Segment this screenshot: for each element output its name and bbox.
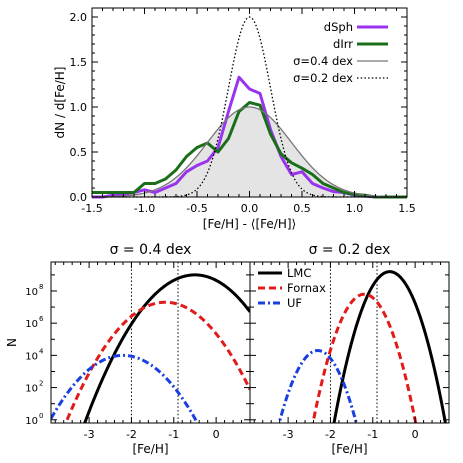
x-tick-label: 0	[412, 428, 419, 441]
y-tick-label: 10	[25, 287, 38, 298]
y-tick-label: 10	[25, 319, 38, 330]
curve-fornax	[311, 292, 418, 423]
y-tick-label: 10	[25, 416, 38, 427]
y-axis-label: N	[5, 338, 19, 347]
y-tick-exponent: 8	[39, 283, 43, 291]
y-tick-label: 1.0	[70, 101, 88, 114]
curve-lmc	[83, 273, 250, 423]
curve-fornax	[64, 300, 250, 423]
panel-title: σ = 0.4 dex	[110, 242, 192, 258]
x-tick-label: -1	[168, 428, 179, 441]
x-tick-label: 0.5	[293, 202, 311, 215]
y-tick-label: 0.0	[70, 191, 88, 204]
legend-label: dIrr	[333, 37, 353, 51]
y-tick-exponent: 4	[39, 347, 44, 355]
x-axis-label: [Fe/H] - ⟨[Fe/H]⟩	[203, 217, 296, 231]
x-tick-label: -2	[126, 428, 137, 441]
y-tick-label: 0.5	[70, 146, 88, 159]
legend-label: σ=0.2 dex	[293, 71, 353, 85]
gaussian-fill-area	[92, 107, 407, 197]
x-tick-label: -1	[367, 428, 378, 441]
x-tick-label: 1.5	[398, 202, 416, 215]
curve-lmc	[332, 270, 447, 423]
legend-label: σ=0.4 dex	[293, 54, 353, 68]
y-tick-label: 10	[25, 351, 38, 362]
legend-label: Fornax	[287, 281, 326, 295]
y-tick-exponent: 0	[39, 412, 43, 420]
x-tick-label: -3	[283, 428, 294, 441]
top-panel: -1.5 -1.0 -0.5 0.0 0.5 1.0 1.5 0.0 0.5 1.0 1.5 2.0 […	[53, 7, 416, 231]
curves-group	[51, 273, 250, 423]
y-tick-label: 1.5	[70, 56, 88, 69]
y-tick-exponent: 2	[39, 380, 43, 388]
legend-label: LMC	[287, 266, 311, 280]
axes-frame	[249, 261, 450, 424]
x-axis-label: [Fe/H]	[132, 442, 168, 456]
x-tick-label: -3	[84, 428, 95, 441]
legend-label: UF	[287, 296, 302, 310]
x-tick-label: -1.0	[134, 202, 155, 215]
x-tick-label: 0.0	[241, 202, 259, 215]
x-tick-label: 0	[213, 428, 220, 441]
curve-uf	[51, 353, 200, 423]
curves-group	[277, 270, 447, 423]
x-tick-label: -2	[325, 428, 336, 441]
x-tick-label: -1.5	[81, 202, 102, 215]
y-tick-exponent: 6	[39, 315, 44, 323]
x-tick-label: -0.5	[186, 202, 207, 215]
curve-uf	[277, 349, 358, 423]
legend-label: dSph	[324, 20, 353, 34]
x-axis-label: [Fe/H]	[331, 442, 367, 456]
axes-frame	[50, 261, 251, 424]
x-tick-label: 1.0	[346, 202, 364, 215]
panel-title: σ = 0.2 dex	[309, 242, 391, 258]
y-tick-label: 2.0	[70, 11, 88, 24]
y-axis-label: dN / d[Fe/H]	[53, 67, 67, 139]
y-tick-label: 10	[25, 384, 38, 395]
